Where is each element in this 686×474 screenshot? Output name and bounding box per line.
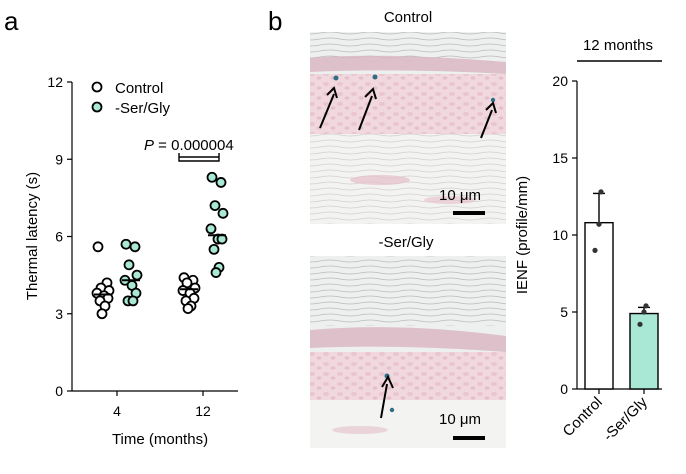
legend-marker-control <box>91 81 103 93</box>
scatter-y-tick-label: 12 <box>47 74 63 90</box>
scatter-point <box>123 259 135 271</box>
bar-x-ticks: Control-Ser/Gly <box>560 389 651 445</box>
ienf-bar-chart: 12 months 0 5 10 15 20 IENF (profile/mm) Con… <box>514 37 662 445</box>
p-value-number: = 0.000004 <box>154 137 234 154</box>
bar-y-tick-label: 10 <box>552 227 568 243</box>
scatter-point <box>127 295 139 307</box>
panel-label-b: b <box>268 6 282 36</box>
scatter-x-tick-label: 4 <box>113 403 121 419</box>
scatter-point <box>217 207 229 219</box>
scale-bar-label-top: 10 μm <box>439 187 481 204</box>
legend-label-control: Control <box>115 80 163 97</box>
p-value-annotation: P = 0.000004 <box>144 137 234 162</box>
scatter-y-tick-label: 0 <box>55 383 63 399</box>
scatter-x-tick-label: 12 <box>195 403 211 419</box>
scatter-point <box>210 267 222 278</box>
scatter-x-ticks: 4 12 <box>113 391 211 419</box>
bar <box>584 221 614 390</box>
bar-y-tick-label: 0 <box>560 381 568 397</box>
scatter-x-axis-label: Time (months) <box>112 431 208 448</box>
bar-chart-title: 12 months <box>583 37 653 54</box>
scale-bar-label-bottom: 10 μm <box>439 411 481 428</box>
scatter-point <box>209 200 221 212</box>
scatter-y-ticks: 0 3 6 9 12 <box>47 74 72 399</box>
bar-y-axis-label: IENF (profile/mm) <box>514 176 531 294</box>
micrograph-control-image: 10 μm <box>310 32 506 224</box>
legend-label-ser-gly: -Ser/Gly <box>115 100 171 117</box>
micrograph-ser-gly-image: 10 μm <box>310 256 506 448</box>
scatter-point <box>96 308 108 320</box>
significance-bracket <box>178 153 220 162</box>
bar <box>629 312 659 390</box>
scatter-legend: Control -Ser/Gly <box>91 80 171 117</box>
bar-y-tick-label: 15 <box>552 150 568 166</box>
scatter-y-tick-label: 6 <box>55 229 63 245</box>
panel-label-a: a <box>4 6 19 36</box>
legend-marker-ser-gly <box>91 101 103 113</box>
arrow-icon <box>480 101 497 139</box>
bar-data-point <box>596 221 602 227</box>
scatter-y-tick-label: 3 <box>55 306 63 322</box>
bars <box>584 189 659 390</box>
scatter-y-axis-label: Thermal latency (s) <box>24 172 41 300</box>
scatter-point <box>206 171 218 183</box>
micrograph-title-control: Control <box>384 9 432 26</box>
scatter-point <box>129 241 141 253</box>
micrograph-title-ser-gly: -Ser/Gly <box>378 234 434 251</box>
scatter-point <box>182 303 194 315</box>
scatter-point <box>208 243 220 255</box>
arrow-icon <box>358 87 377 131</box>
bar-y-ticks: 0 5 10 15 20 <box>552 73 577 397</box>
scatter-point <box>120 238 132 250</box>
bar-data-point <box>637 321 643 327</box>
bar-data-point <box>641 309 647 315</box>
micrograph-ser-gly-panel: -Ser/Gly 10 μm <box>310 234 506 448</box>
bar-data-point <box>598 189 604 195</box>
bar-x-tick-label: -Ser/Gly <box>600 393 651 444</box>
p-symbol: P <box>144 137 154 154</box>
scatter-y-tick-label: 9 <box>55 151 63 167</box>
scatter-point <box>215 177 227 188</box>
bar-y-tick-label: 5 <box>560 304 568 320</box>
bar-data-point <box>592 247 598 253</box>
p-value-text: P = 0.000004 <box>144 137 234 154</box>
bar-data-point <box>643 303 649 309</box>
scatter-point <box>205 223 217 235</box>
scatter-point <box>131 269 143 281</box>
scatter-points <box>91 171 229 320</box>
thermal-latency-scatter-chart: 0 3 6 9 12 4 12 Thermal latency (s) Time (mon… <box>24 74 238 448</box>
bar-y-tick-label: 20 <box>552 73 568 89</box>
micrograph-control-panel: Control 10 μm <box>310 9 506 224</box>
arrow-icon <box>319 86 338 129</box>
arrow-icon <box>380 374 394 419</box>
scatter-point <box>92 241 104 253</box>
